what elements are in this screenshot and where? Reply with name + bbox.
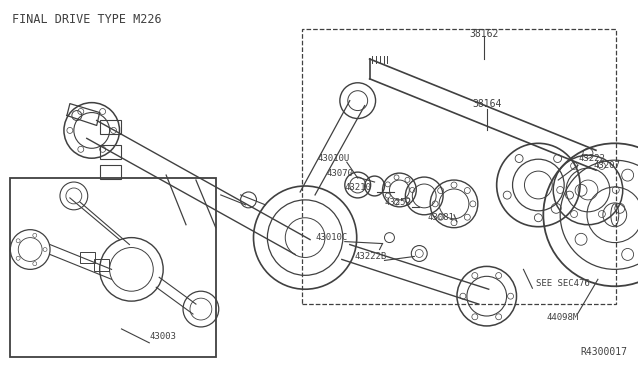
Text: 43222B: 43222B [355,252,387,261]
Text: R4300017: R4300017 [580,347,628,357]
Text: 43070: 43070 [327,169,354,177]
Bar [10,178,216,357]
Text: FINAL DRIVE TYPE M226: FINAL DRIVE TYPE M226 [12,13,162,26]
Bar [93,259,109,271]
Text: 43010C: 43010C [315,233,348,242]
Text: 38162: 38162 [469,29,499,39]
Text: SEE SEC476: SEE SEC476 [536,279,590,288]
Text: 43010U: 43010U [317,154,349,163]
Text: 43003: 43003 [149,332,176,341]
Text: 44098M: 44098M [547,312,579,321]
Bar [100,121,122,134]
Text: 38164: 38164 [472,99,501,109]
Text: 43207: 43207 [594,161,621,170]
Text: 43081: 43081 [427,213,454,222]
Text: 43210: 43210 [345,183,372,192]
Bar [100,145,122,159]
Bar [80,251,95,263]
Bar [100,165,122,179]
Text: 43252: 43252 [385,198,412,207]
Text: 43222: 43222 [578,154,605,163]
Bar [302,29,616,304]
